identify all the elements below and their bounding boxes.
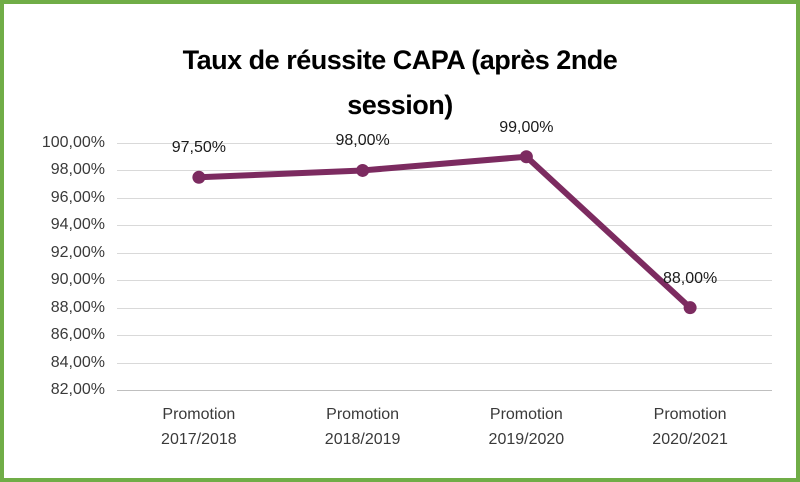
data-point-label: 99,00% bbox=[499, 118, 554, 136]
y-axis-tick-label: 92,00% bbox=[50, 243, 105, 261]
y-axis-tick-label: 100,00% bbox=[41, 134, 105, 151]
gridline bbox=[117, 197, 772, 199]
x-axis-category-label: Promotion 2019/2020 bbox=[488, 406, 565, 448]
series-line bbox=[198, 153, 693, 310]
gridline bbox=[117, 170, 772, 172]
gridline bbox=[117, 252, 772, 254]
gridline bbox=[117, 143, 772, 144]
gridline bbox=[117, 225, 772, 227]
x-axis-category-label: Promotion 2018/2019 bbox=[324, 406, 401, 448]
x-axis-category-label: Promotion 2020/2021 bbox=[652, 406, 728, 448]
data-point-marker bbox=[356, 163, 370, 177]
y-axis-tick-label: 84,00% bbox=[50, 353, 105, 371]
gridline bbox=[117, 280, 772, 282]
data-point-label: 97,50% bbox=[171, 139, 226, 157]
gridline bbox=[117, 362, 772, 364]
y-axis-tick-label: 86,00% bbox=[50, 326, 105, 344]
data-point-label: 88,00% bbox=[662, 269, 718, 287]
x-axis-line bbox=[117, 390, 772, 391]
x-axis-category-label: Promotion 2017/2018 bbox=[161, 406, 237, 448]
data-point-marker bbox=[192, 170, 206, 184]
chart-title: Taux de réussite CAPA (après 2nde sessio… bbox=[182, 45, 618, 121]
data-point-marker bbox=[683, 301, 697, 315]
data-point-label: 98,00% bbox=[335, 132, 390, 150]
y-axis-tick-label: 90,00% bbox=[50, 271, 105, 289]
y-axis-tick-label: 98,00% bbox=[50, 161, 105, 179]
y-axis-tick-label: 88,00% bbox=[50, 298, 105, 316]
y-axis-tick-label: 96,00% bbox=[50, 188, 105, 206]
gridline bbox=[117, 335, 772, 337]
y-axis-tick-label: 82,00% bbox=[50, 381, 105, 398]
y-axis-tick-label: 94,00% bbox=[50, 216, 105, 234]
gridline bbox=[117, 307, 772, 309]
data-point-marker bbox=[519, 150, 533, 164]
